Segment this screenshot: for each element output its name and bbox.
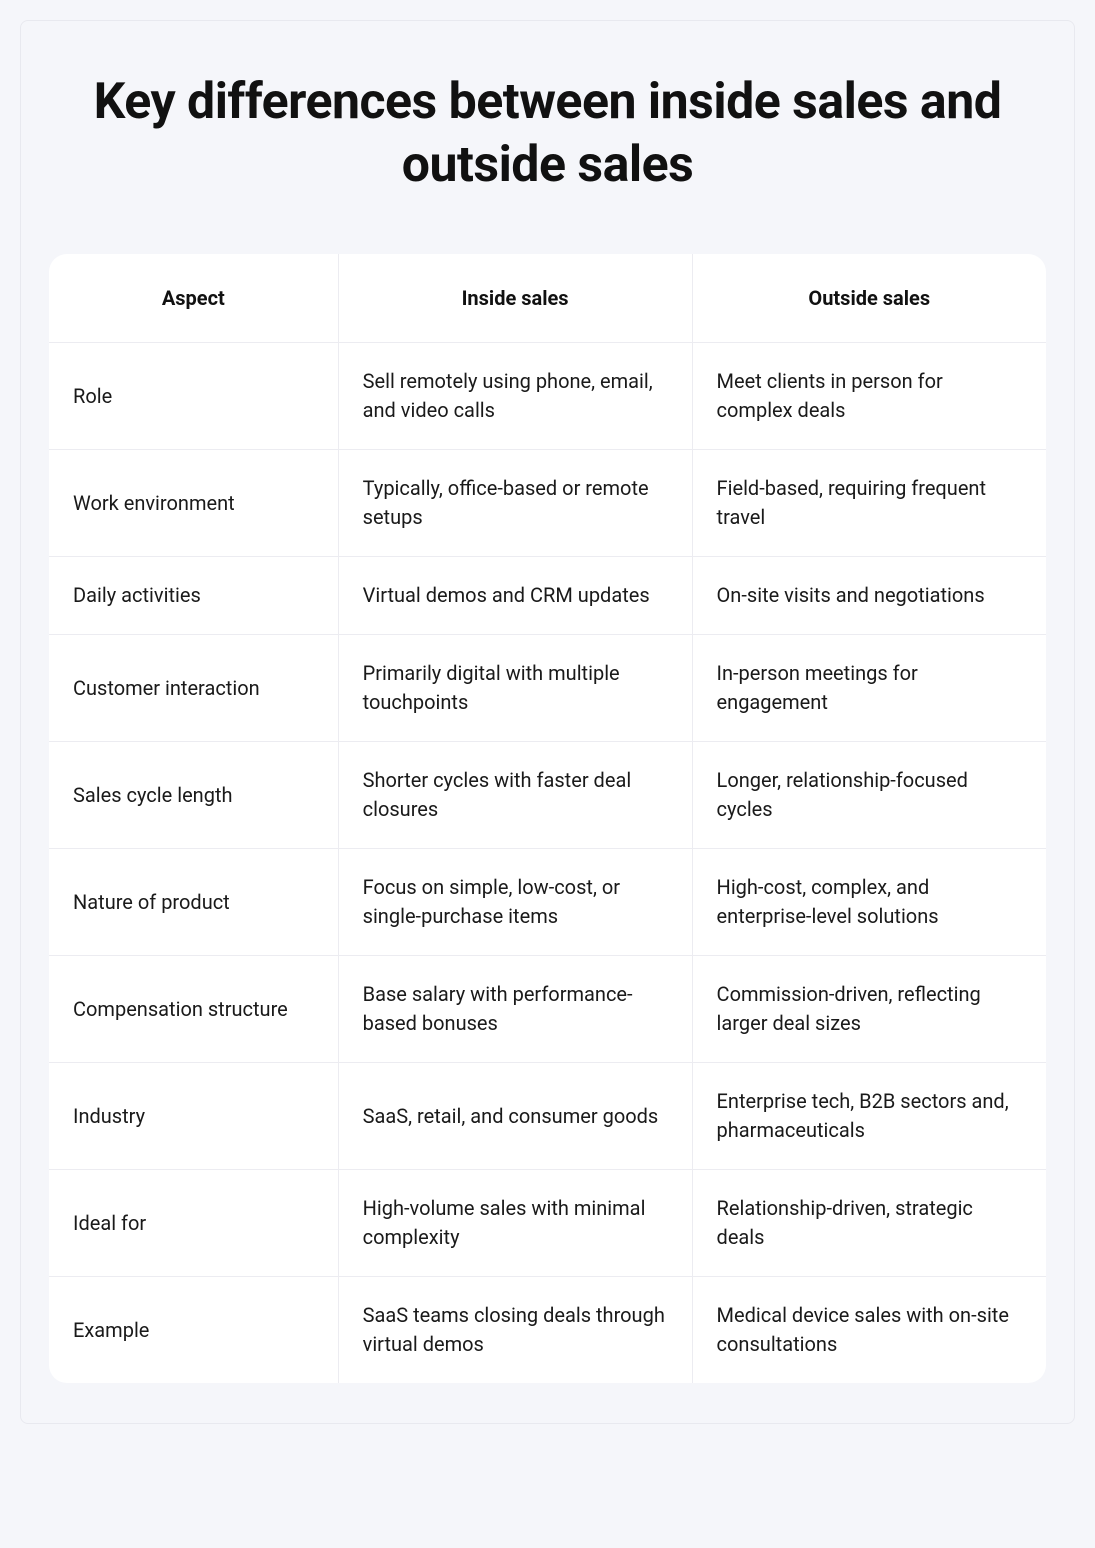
outside-sales-cell: Commission-driven, reflecting larger dea… — [692, 956, 1046, 1063]
table-row: Nature of product Focus on simple, low-c… — [49, 849, 1046, 956]
inside-sales-cell: Primarily digital with multiple touchpoi… — [338, 635, 692, 742]
table-header-row: Aspect Inside sales Outside sales — [49, 254, 1046, 343]
aspect-cell: Role — [49, 343, 338, 450]
table-row: Ideal for High-volume sales with minimal… — [49, 1170, 1046, 1277]
comparison-table-wrapper: Aspect Inside sales Outside sales Role S… — [49, 254, 1046, 1383]
table-row: Compensation structure Base salary with … — [49, 956, 1046, 1063]
table-row: Industry SaaS, retail, and consumer good… — [49, 1063, 1046, 1170]
aspect-cell: Compensation structure — [49, 956, 338, 1063]
table-row: Role Sell remotely using phone, email, a… — [49, 343, 1046, 450]
outside-sales-cell: Meet clients in person for complex deals — [692, 343, 1046, 450]
outside-sales-cell: In-person meetings for engagement — [692, 635, 1046, 742]
aspect-cell: Work environment — [49, 450, 338, 557]
column-header-inside-sales: Inside sales — [338, 254, 692, 343]
table-row: Example SaaS teams closing deals through… — [49, 1277, 1046, 1384]
outside-sales-cell: High-cost, complex, and enterprise-level… — [692, 849, 1046, 956]
inside-sales-cell: Sell remotely using phone, email, and vi… — [338, 343, 692, 450]
column-header-aspect: Aspect — [49, 254, 338, 343]
outside-sales-cell: Medical device sales with on-site consul… — [692, 1277, 1046, 1384]
aspect-cell: Customer interaction — [49, 635, 338, 742]
aspect-cell: Sales cycle length — [49, 742, 338, 849]
page-container: Key differences between inside sales and… — [20, 20, 1075, 1424]
aspect-cell: Ideal for — [49, 1170, 338, 1277]
table-row: Customer interaction Primarily digital w… — [49, 635, 1046, 742]
inside-sales-cell: Shorter cycles with faster deal closures — [338, 742, 692, 849]
inside-sales-cell: Focus on simple, low-cost, or single-pur… — [338, 849, 692, 956]
outside-sales-cell: On-site visits and negotiations — [692, 557, 1046, 635]
outside-sales-cell: Longer, relationship-focused cycles — [692, 742, 1046, 849]
inside-sales-cell: Virtual demos and CRM updates — [338, 557, 692, 635]
aspect-cell: Example — [49, 1277, 338, 1384]
outside-sales-cell: Relationship-driven, strategic deals — [692, 1170, 1046, 1277]
table-row: Sales cycle length Shorter cycles with f… — [49, 742, 1046, 849]
comparison-table: Aspect Inside sales Outside sales Role S… — [49, 254, 1046, 1383]
inside-sales-cell: Typically, office-based or remote setups — [338, 450, 692, 557]
column-header-outside-sales: Outside sales — [692, 254, 1046, 343]
table-body: Role Sell remotely using phone, email, a… — [49, 343, 1046, 1384]
aspect-cell: Industry — [49, 1063, 338, 1170]
table-row: Daily activities Virtual demos and CRM u… — [49, 557, 1046, 635]
outside-sales-cell: Enterprise tech, B2B sectors and, pharma… — [692, 1063, 1046, 1170]
inside-sales-cell: SaaS, retail, and consumer goods — [338, 1063, 692, 1170]
table-row: Work environment Typically, office-based… — [49, 450, 1046, 557]
page-title: Key differences between inside sales and… — [49, 71, 1046, 196]
outside-sales-cell: Field-based, requiring frequent travel — [692, 450, 1046, 557]
inside-sales-cell: SaaS teams closing deals through virtual… — [338, 1277, 692, 1384]
aspect-cell: Nature of product — [49, 849, 338, 956]
inside-sales-cell: High-volume sales with minimal complexit… — [338, 1170, 692, 1277]
aspect-cell: Daily activities — [49, 557, 338, 635]
inside-sales-cell: Base salary with performance-based bonus… — [338, 956, 692, 1063]
